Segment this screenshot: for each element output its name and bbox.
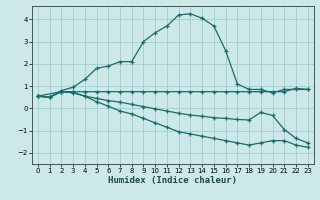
X-axis label: Humidex (Indice chaleur): Humidex (Indice chaleur) xyxy=(108,176,237,185)
